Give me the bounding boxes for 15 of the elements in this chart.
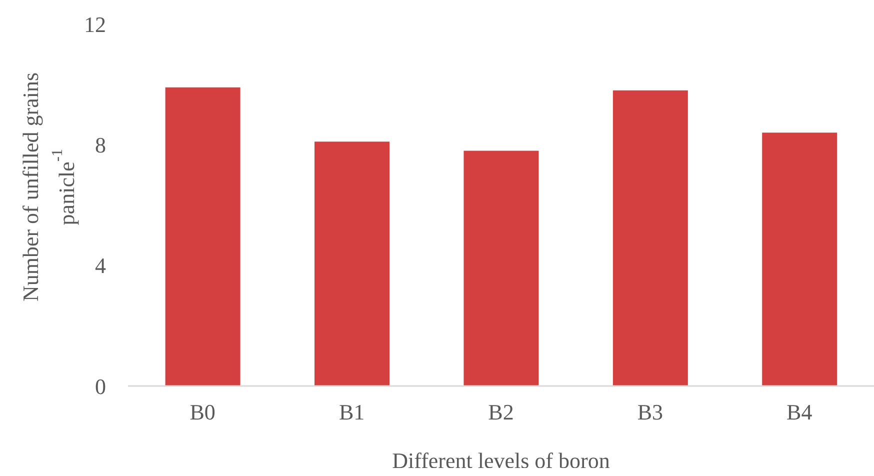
y-tick-label: 0 (95, 374, 106, 399)
bar (762, 132, 838, 386)
y-tick-label: 8 (95, 132, 106, 158)
x-tick-label: B0 (190, 400, 216, 425)
y-tick-label: 4 (95, 253, 106, 278)
x-tick-label: B2 (488, 400, 514, 425)
bar (464, 150, 539, 386)
x-tick-label: B3 (637, 400, 664, 425)
bar (612, 90, 688, 386)
x-tick-label: B4 (786, 400, 812, 425)
bar (165, 87, 240, 386)
x-tick-label: B1 (338, 400, 365, 425)
y-tick-label: 12 (84, 12, 106, 37)
x-axis-title: Different levels of boron (392, 448, 610, 473)
bar (314, 142, 390, 386)
